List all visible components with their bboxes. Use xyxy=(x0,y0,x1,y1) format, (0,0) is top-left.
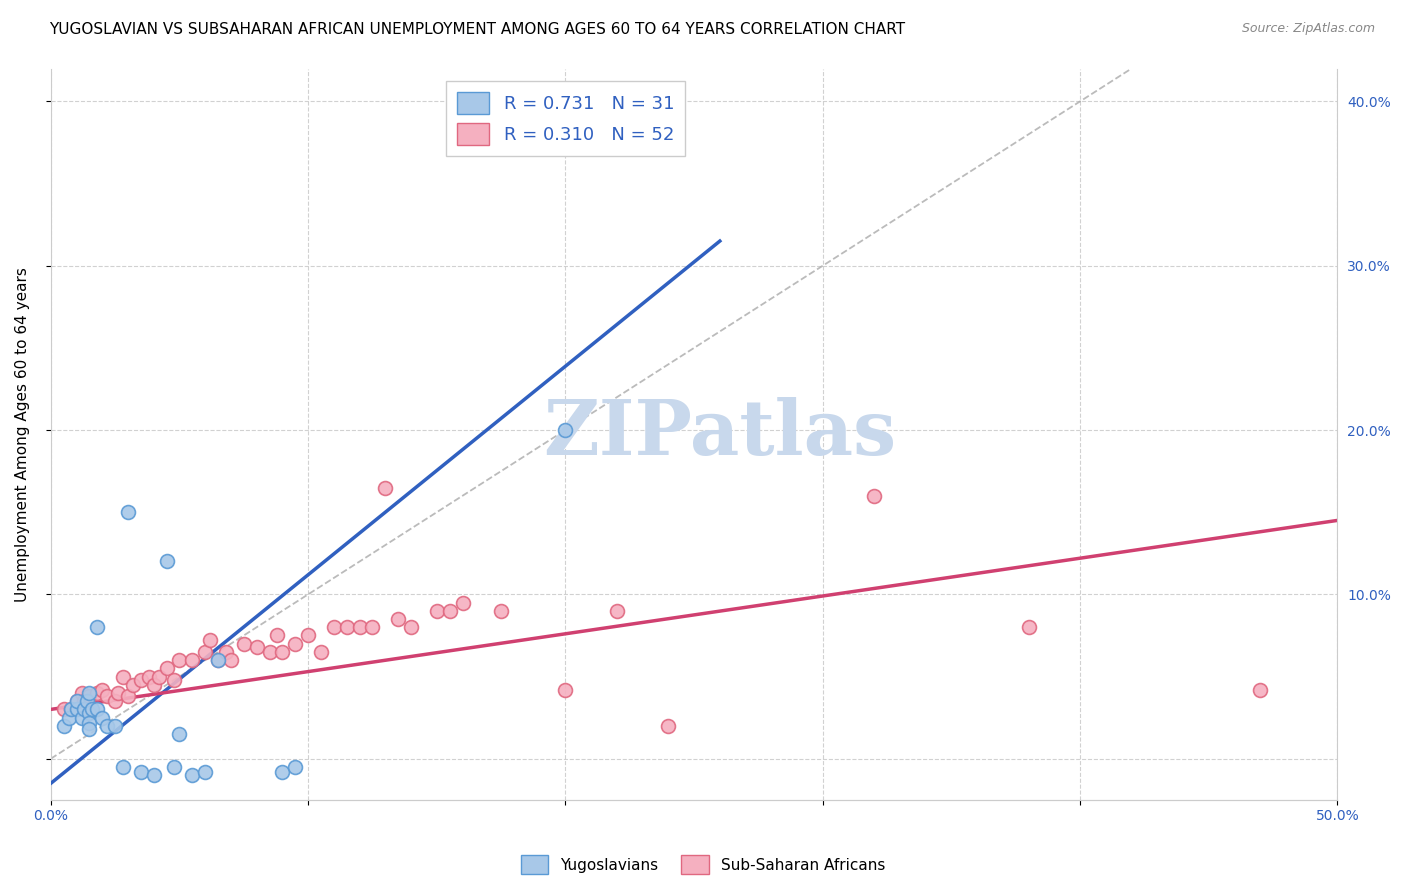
Point xyxy=(554,682,576,697)
Point xyxy=(76,694,98,708)
Point xyxy=(52,702,75,716)
Point xyxy=(79,722,101,736)
Point xyxy=(138,669,160,683)
Point xyxy=(52,719,75,733)
Point xyxy=(86,620,108,634)
Point xyxy=(284,760,307,774)
Point xyxy=(86,686,108,700)
Point xyxy=(374,481,396,495)
Legend: R = 0.731   N = 31, R = 0.310   N = 52: R = 0.731 N = 31, R = 0.310 N = 52 xyxy=(446,81,685,156)
Point xyxy=(361,620,384,634)
Point xyxy=(163,760,186,774)
Point xyxy=(271,645,294,659)
Point xyxy=(117,690,139,704)
Point xyxy=(79,690,101,704)
Point xyxy=(156,661,179,675)
Point xyxy=(451,596,474,610)
Point xyxy=(439,604,461,618)
Point xyxy=(60,702,83,716)
Point xyxy=(148,669,170,683)
Point xyxy=(322,620,344,634)
Point xyxy=(271,764,294,779)
Point xyxy=(111,760,134,774)
Legend: Yugoslavians, Sub-Saharan Africans: Yugoslavians, Sub-Saharan Africans xyxy=(515,849,891,880)
Point xyxy=(104,719,127,733)
Point xyxy=(426,604,449,618)
Text: Source: ZipAtlas.com: Source: ZipAtlas.com xyxy=(1241,22,1375,36)
Point xyxy=(104,694,127,708)
Point xyxy=(142,768,165,782)
Point xyxy=(96,690,118,704)
Point xyxy=(246,640,269,654)
Point xyxy=(309,645,332,659)
Point xyxy=(863,489,886,503)
Point xyxy=(86,702,108,716)
Point xyxy=(129,673,152,687)
Point xyxy=(91,682,114,697)
Point xyxy=(91,710,114,724)
Point xyxy=(399,620,422,634)
Point xyxy=(60,702,83,716)
Point xyxy=(387,612,409,626)
Point xyxy=(80,702,103,716)
Point xyxy=(96,719,118,733)
Point xyxy=(107,686,129,700)
Point xyxy=(284,637,307,651)
Text: YUGOSLAVIAN VS SUBSAHARAN AFRICAN UNEMPLOYMENT AMONG AGES 60 TO 64 YEARS CORRELA: YUGOSLAVIAN VS SUBSAHARAN AFRICAN UNEMPL… xyxy=(49,22,905,37)
Point xyxy=(219,653,242,667)
Point xyxy=(297,628,319,642)
Point xyxy=(554,423,576,437)
Point xyxy=(129,764,152,779)
Point xyxy=(349,620,371,634)
Point xyxy=(215,645,238,659)
Point xyxy=(489,604,512,618)
Point xyxy=(73,694,96,708)
Point xyxy=(163,673,186,687)
Point xyxy=(65,702,87,716)
Text: ZIPatlas: ZIPatlas xyxy=(543,397,897,471)
Point xyxy=(194,764,217,779)
Point xyxy=(336,620,359,634)
Point xyxy=(657,719,679,733)
Point xyxy=(181,768,204,782)
Point xyxy=(79,715,101,730)
Point xyxy=(111,669,134,683)
Point xyxy=(207,653,229,667)
Point xyxy=(70,686,93,700)
Point xyxy=(207,653,229,667)
Point xyxy=(1249,682,1271,697)
Point xyxy=(232,637,254,651)
Point xyxy=(266,628,288,642)
Point xyxy=(58,710,80,724)
Point xyxy=(606,604,628,618)
Point xyxy=(181,653,204,667)
Point xyxy=(79,686,101,700)
Point xyxy=(259,645,281,659)
Point xyxy=(200,633,222,648)
Point xyxy=(117,505,139,519)
Point xyxy=(156,554,179,568)
Point xyxy=(70,710,93,724)
Y-axis label: Unemployment Among Ages 60 to 64 years: Unemployment Among Ages 60 to 64 years xyxy=(15,267,30,601)
Point xyxy=(65,694,87,708)
Point xyxy=(73,702,96,716)
Point xyxy=(142,678,165,692)
Point xyxy=(169,727,191,741)
Point xyxy=(65,694,87,708)
Point xyxy=(169,653,191,667)
Point xyxy=(79,706,101,720)
Point xyxy=(194,645,217,659)
Point xyxy=(1018,620,1040,634)
Point xyxy=(122,678,145,692)
